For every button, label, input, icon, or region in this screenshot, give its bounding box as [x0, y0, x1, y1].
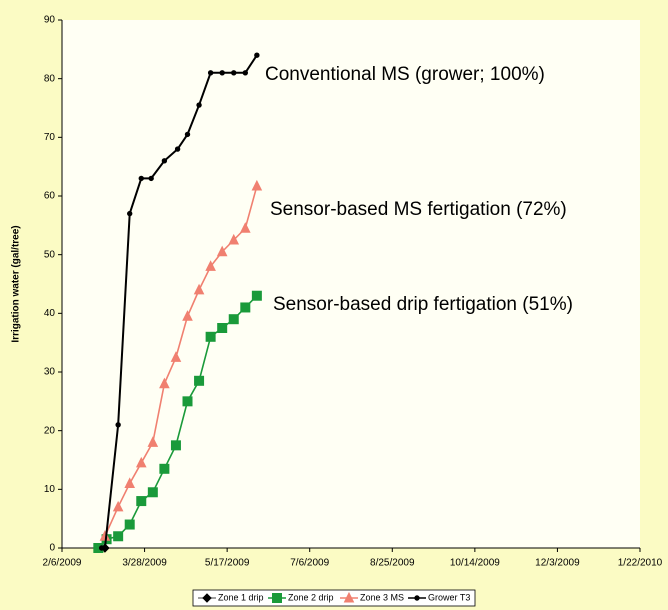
- marker: [148, 175, 154, 182]
- marker: [159, 463, 170, 474]
- marker: [228, 233, 240, 245]
- marker: [170, 440, 181, 451]
- marker: [115, 422, 121, 428]
- y-tick-label: 30: [44, 367, 56, 378]
- marker: [205, 260, 216, 271]
- marker: [184, 131, 191, 138]
- marker: [194, 375, 205, 386]
- x-tick-label: 2/6/2009: [43, 558, 82, 569]
- marker: [161, 158, 168, 164]
- marker: [228, 314, 239, 325]
- y-tick-label: 40: [44, 308, 56, 319]
- marker: [136, 496, 147, 507]
- y-tick-label: 50: [44, 249, 56, 260]
- y-tick-label: 90: [44, 15, 56, 26]
- x-tick-label: 10/14/2009: [450, 558, 500, 569]
- legend-label: Zone 3 MS: [360, 592, 404, 602]
- marker: [182, 396, 193, 407]
- legend-marker: [343, 591, 355, 603]
- marker: [196, 102, 202, 108]
- marker: [182, 310, 193, 321]
- marker: [170, 351, 182, 362]
- legend-label: Zone 2 drip: [288, 592, 334, 602]
- marker: [124, 477, 136, 488]
- marker: [219, 70, 225, 76]
- plot-area: [62, 20, 640, 548]
- marker: [113, 531, 124, 542]
- marker: [242, 70, 249, 76]
- y-tick-label: 10: [44, 484, 56, 495]
- marker: [231, 70, 237, 76]
- marker: [124, 519, 135, 530]
- legend-marker: [414, 595, 420, 601]
- marker: [207, 70, 214, 76]
- y-tick-label: 60: [44, 191, 56, 202]
- marker: [240, 302, 251, 313]
- marker: [205, 331, 216, 342]
- y-tick-label: 70: [44, 132, 56, 143]
- annotation: Sensor-based MS fertigation (72%): [270, 199, 567, 220]
- marker: [193, 283, 205, 295]
- marker: [216, 245, 228, 257]
- x-tick-label: 5/17/2009: [205, 558, 250, 569]
- marker: [217, 323, 228, 333]
- legend-marker: [202, 593, 212, 603]
- marker: [174, 146, 181, 152]
- marker: [254, 52, 260, 58]
- legend-label: Zone 1 drip: [218, 592, 264, 602]
- x-tick-label: 7/6/2009: [290, 558, 329, 569]
- marker: [112, 500, 124, 512]
- marker: [147, 436, 159, 447]
- marker: [159, 377, 170, 389]
- y-tick-label: 80: [44, 73, 56, 84]
- marker: [251, 290, 262, 301]
- marker: [239, 222, 251, 233]
- marker: [102, 545, 108, 551]
- x-tick-label: 3/28/2009: [122, 558, 167, 569]
- x-tick-label: 12/3/2009: [535, 558, 580, 569]
- marker: [138, 175, 144, 182]
- x-tick-label: 1/22/2010: [618, 558, 663, 569]
- marker: [127, 210, 133, 217]
- y-tick-label: 0: [49, 543, 55, 554]
- x-tick-label: 8/25/2009: [370, 558, 415, 569]
- y-axis-label: Irrigation water (gal/tree): [11, 225, 22, 342]
- marker: [135, 456, 147, 468]
- annotation: Conventional MS (grower; 100%): [265, 64, 545, 85]
- legend-label: Grower T3: [428, 592, 470, 602]
- legend-marker: [272, 593, 282, 603]
- marker: [147, 487, 158, 498]
- marker: [251, 179, 263, 191]
- legend-box: [192, 589, 476, 607]
- y-tick-label: 20: [44, 425, 56, 436]
- annotation: Sensor-based drip fertigation (51%): [273, 294, 573, 315]
